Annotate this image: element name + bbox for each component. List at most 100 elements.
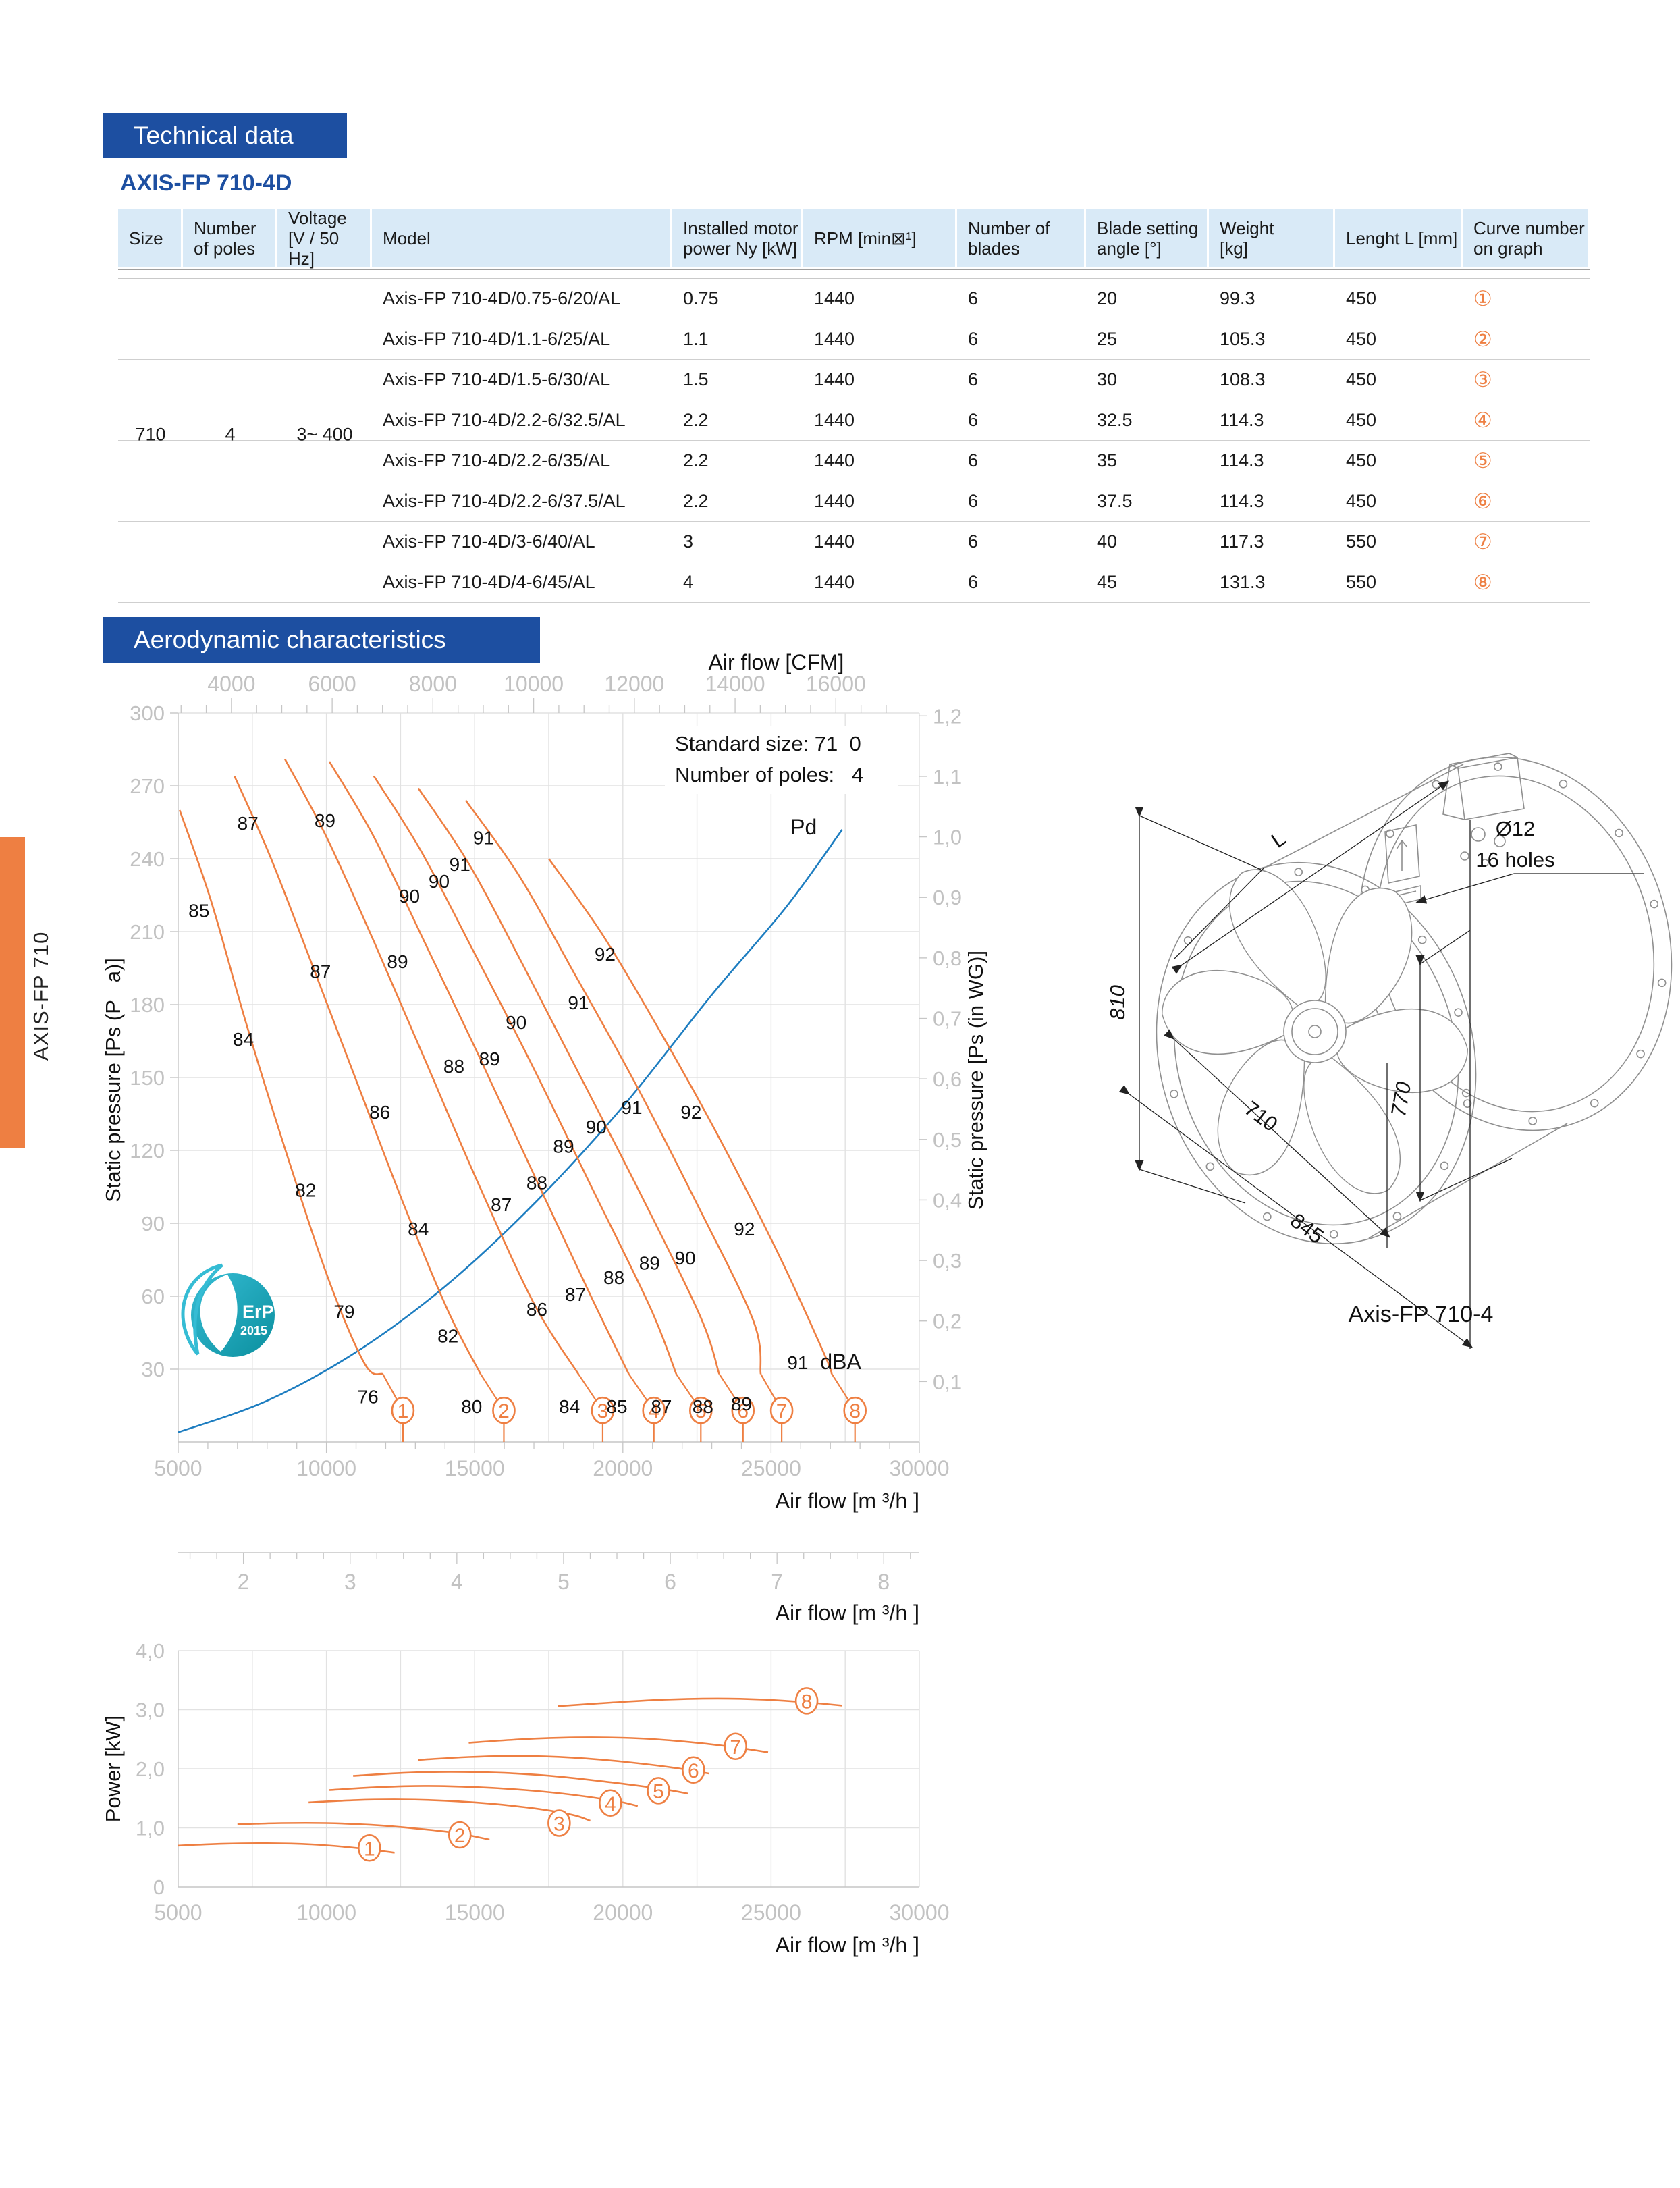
section-title: Technical data bbox=[134, 122, 294, 149]
curve-number-badge: ③ bbox=[1473, 367, 1492, 392]
curve-marker-5 bbox=[689, 1396, 713, 1424]
table-cell-angle: 35 bbox=[1097, 450, 1118, 471]
drawing-caption: Axis-FP 710-4 bbox=[1349, 1302, 1494, 1327]
table-cell-power: 1.1 bbox=[683, 329, 709, 349]
table-cell-model: Axis-FP 710-4D/1.1-6/25/AL bbox=[383, 329, 611, 349]
table-cell-weight: 131.3 bbox=[1220, 572, 1266, 592]
svg-text:15000: 15000 bbox=[445, 1900, 505, 1925]
dba-label: 89 bbox=[387, 951, 408, 972]
column-header: Voltage [V / 50 Hz] bbox=[277, 208, 370, 269]
dba-label: 87 bbox=[310, 961, 331, 982]
pd-curve bbox=[178, 829, 843, 1433]
dba-label: 90 bbox=[674, 1248, 695, 1269]
svg-text:4: 4 bbox=[451, 1570, 463, 1594]
dimension-label: 770 bbox=[1386, 1080, 1415, 1119]
table-cell-angle: 30 bbox=[1097, 369, 1118, 390]
table-body: Axis-FP 710-4D/0.75-6/20/AL 0.75 1440 6 20 99… bbox=[118, 279, 1590, 603]
column-header: Lenght L [mm] bbox=[1335, 209, 1461, 267]
dba-label: 89 bbox=[639, 1252, 660, 1273]
table-cell-blades: 6 bbox=[968, 369, 979, 390]
svg-text:Air flow [CFM]: Air flow [CFM] bbox=[709, 650, 844, 674]
svg-text:25000: 25000 bbox=[741, 1456, 801, 1480]
svg-text:0,3: 0,3 bbox=[933, 1249, 962, 1273]
section-title: Aerodynamic characteristics bbox=[134, 626, 446, 653]
table-cell-power: 3 bbox=[683, 531, 694, 552]
dba-label: 91 bbox=[473, 827, 494, 848]
svg-text:1,2: 1,2 bbox=[933, 704, 962, 728]
table-header-row: Size Number of poles Voltage [V / 50 Hz] Mo… bbox=[118, 208, 1590, 269]
svg-text:7: 7 bbox=[776, 1400, 788, 1422]
svg-text:8: 8 bbox=[801, 1690, 813, 1713]
svg-text:10000: 10000 bbox=[504, 672, 564, 696]
svg-text:1,0: 1,0 bbox=[136, 1817, 165, 1840]
charts-svg: 3060901201501802102402703000,10,20,30,40… bbox=[101, 650, 987, 1957]
svg-text:30: 30 bbox=[142, 1358, 165, 1381]
table-cell-angle: 25 bbox=[1097, 329, 1118, 349]
svg-text:6: 6 bbox=[737, 1400, 749, 1422]
dba-label: 76 bbox=[358, 1386, 379, 1407]
svg-text:150: 150 bbox=[130, 1066, 165, 1090]
dba-label: 80 bbox=[461, 1396, 482, 1417]
table-cell-power: 1.5 bbox=[683, 369, 709, 390]
svg-text:1: 1 bbox=[398, 1400, 409, 1422]
svg-text:0,4: 0,4 bbox=[933, 1188, 962, 1212]
curve-number-badge: ② bbox=[1473, 327, 1492, 351]
table-cell-power: 2.2 bbox=[683, 450, 709, 471]
table-cell-blades: 6 bbox=[968, 410, 979, 430]
dba-title: dBA bbox=[820, 1350, 861, 1374]
svg-text:6000: 6000 bbox=[308, 672, 356, 696]
table-cell-rpm: 1440 bbox=[814, 491, 855, 511]
column-header: Curve number on graph bbox=[1463, 209, 1588, 267]
svg-text:270: 270 bbox=[130, 774, 165, 798]
svg-text:Power [kW]: Power [kW] bbox=[101, 1715, 125, 1822]
svg-text:120: 120 bbox=[130, 1139, 165, 1163]
power-marker-7 bbox=[724, 1732, 747, 1761]
table-cell-length: 550 bbox=[1346, 531, 1377, 552]
dba-label: 84 bbox=[408, 1219, 429, 1239]
dba-label: 88 bbox=[603, 1267, 624, 1288]
svg-text:10000: 10000 bbox=[296, 1900, 356, 1925]
table-cell-weight: 108.3 bbox=[1220, 369, 1266, 390]
dba-label: 91 bbox=[568, 992, 589, 1013]
svg-text:210: 210 bbox=[130, 920, 165, 944]
power-marker-8 bbox=[794, 1687, 819, 1715]
curve-marker-2 bbox=[492, 1396, 516, 1424]
svg-text:2015: 2015 bbox=[240, 1324, 267, 1337]
svg-text:4,0: 4,0 bbox=[136, 1639, 165, 1663]
svg-text:25000: 25000 bbox=[741, 1900, 801, 1925]
svg-text:30000: 30000 bbox=[890, 1900, 950, 1925]
dba-label: 89 bbox=[553, 1136, 574, 1157]
table-row: Axis-FP 710-4D/4-6/45/AL 4 1440 6 45 131.3 550… bbox=[118, 562, 1590, 603]
svg-text:60: 60 bbox=[142, 1285, 165, 1308]
fan-technical-drawing: L 810 Ø12 16 holes 770 710 845 Axis-FP 710-4 bbox=[1080, 702, 1674, 1364]
section-bar-aerodynamic: Aerodynamic characteristics bbox=[103, 617, 540, 663]
table-row: Axis-FP 710-4D/2.2-6/35/AL 2.2 1440 6 35 114.… bbox=[118, 441, 1590, 481]
dba-label: 84 bbox=[559, 1396, 580, 1417]
sidebar-series-label: AXIS-FP 710 bbox=[29, 931, 53, 1061]
dimension-label: 810 bbox=[1106, 985, 1129, 1020]
svg-text:Air flow [m ³/h ]: Air flow [m ³/h ] bbox=[776, 1489, 919, 1513]
table-cell-blades: 6 bbox=[968, 572, 979, 592]
svg-text:Air flow [m ³/h ]: Air flow [m ³/h ] bbox=[776, 1933, 919, 1957]
table-cell-length: 450 bbox=[1346, 410, 1377, 430]
table-cell-length: 450 bbox=[1346, 491, 1377, 511]
table-row: Axis-FP 710-4D/2.2-6/32.5/AL 2.2 1440 6 32.5… bbox=[118, 400, 1590, 441]
svg-text:20000: 20000 bbox=[593, 1900, 653, 1925]
table-cell-power: 0.75 bbox=[683, 288, 719, 309]
svg-text:Static pressure [Ps (P a)]: Static pressure [Ps (P a)] bbox=[101, 958, 125, 1202]
column-header: Size bbox=[118, 209, 181, 267]
svg-text:0: 0 bbox=[153, 1875, 165, 1899]
pressure-curve-3 bbox=[283, 758, 579, 1375]
dba-label: 90 bbox=[399, 886, 420, 907]
svg-text:Static pressure [Ps (in WG)]: Static pressure [Ps (in WG)] bbox=[964, 951, 987, 1210]
table-cell-weight: 114.3 bbox=[1220, 491, 1264, 511]
dba-label: 92 bbox=[734, 1219, 755, 1239]
svg-text:0,7: 0,7 bbox=[933, 1007, 962, 1031]
power-marker-6 bbox=[682, 1756, 705, 1784]
table-cell-length: 450 bbox=[1346, 369, 1377, 390]
dba-label: 91 bbox=[450, 854, 470, 875]
dba-label: 82 bbox=[437, 1325, 458, 1346]
pressure-curve-6 bbox=[417, 787, 720, 1375]
dba-label: 87 bbox=[651, 1396, 672, 1417]
